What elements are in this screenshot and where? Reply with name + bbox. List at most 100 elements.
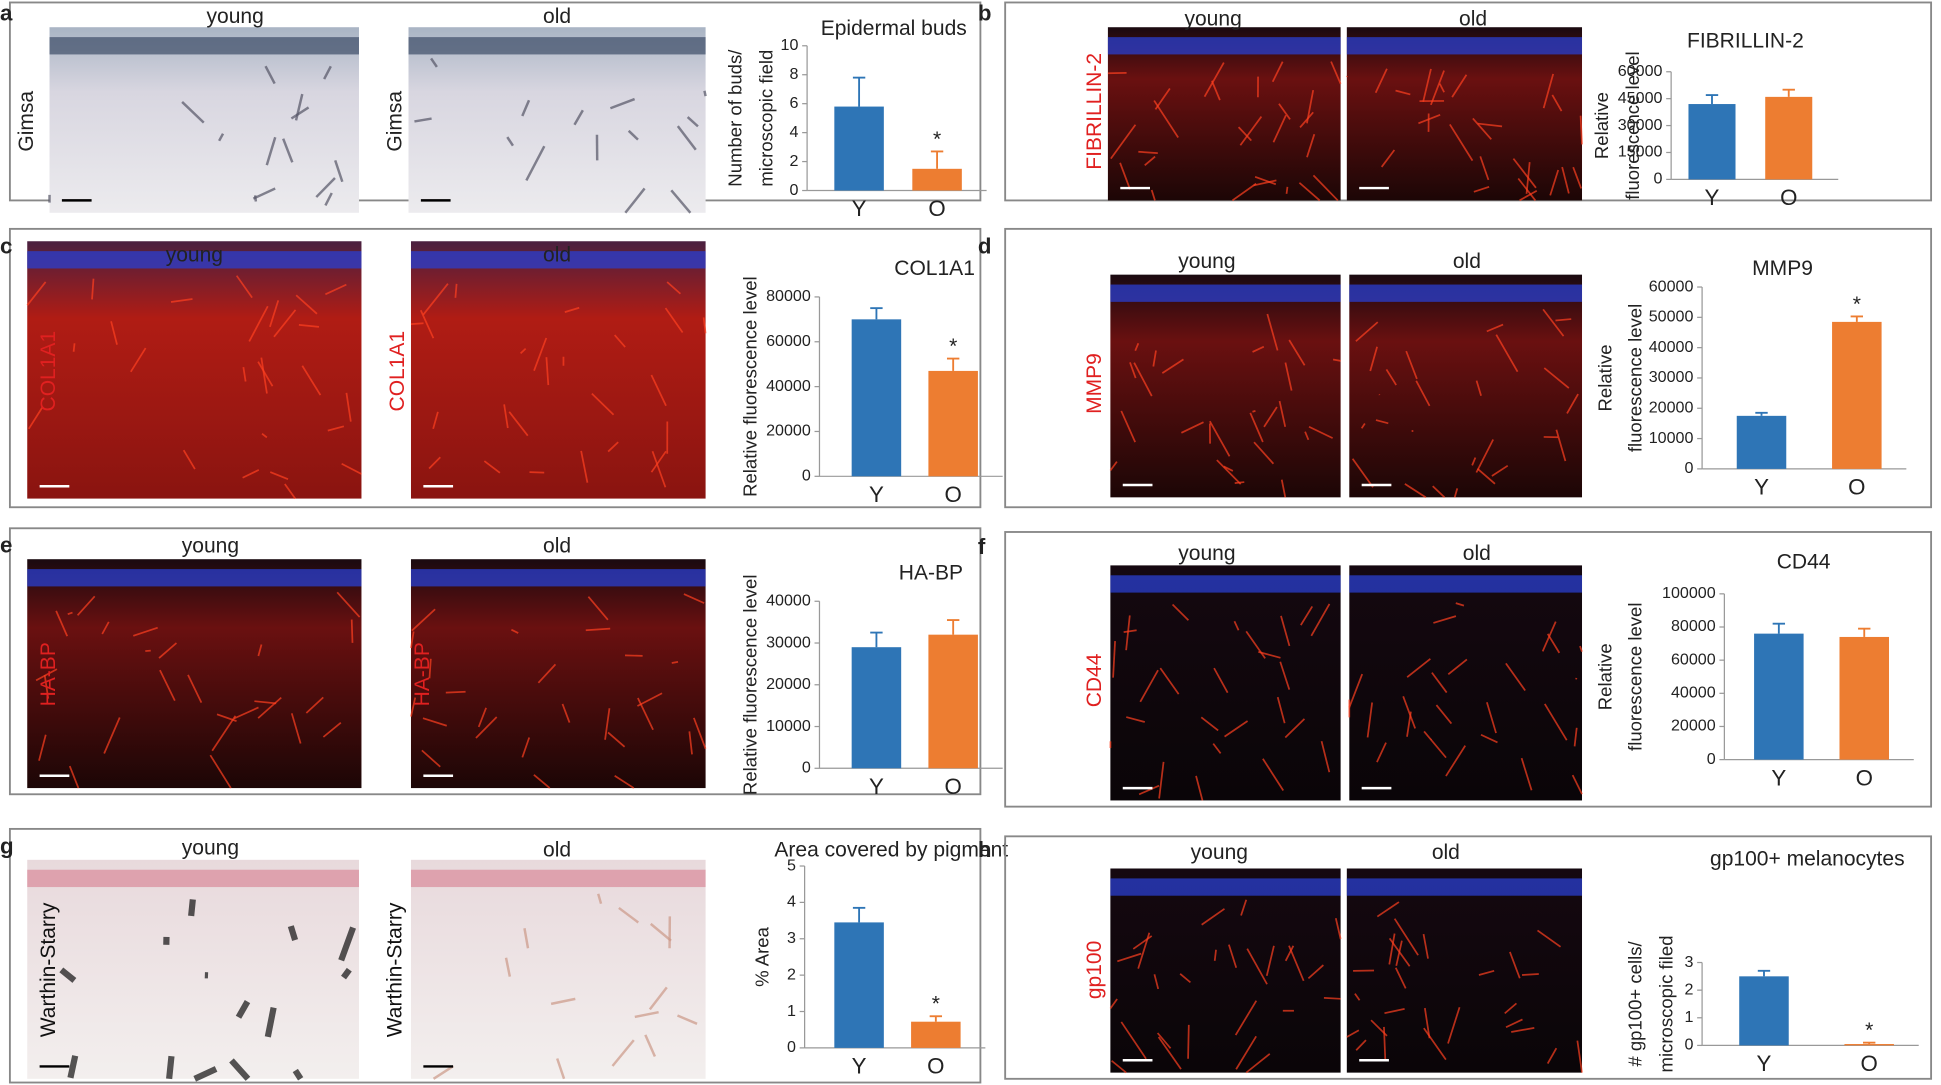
y-tick-label: 60000 [766, 332, 811, 350]
image-label: old [543, 839, 571, 862]
tissue-fiber [1486, 323, 1504, 333]
tissue-fiber [1475, 439, 1494, 473]
tissue-fiber [1423, 1027, 1447, 1061]
bar [911, 1021, 961, 1048]
tissue-fiber [1258, 651, 1281, 659]
micrograph [410, 241, 706, 499]
tissue-fiber [170, 298, 193, 303]
tissue-fiber [703, 90, 707, 97]
tissue-fiber [1332, 358, 1341, 362]
bar [928, 370, 978, 477]
tissue-fiber [1541, 621, 1557, 652]
tissue-fiber [564, 306, 580, 313]
tissue-fiber [235, 1000, 251, 1019]
tissue-fiber [651, 450, 667, 488]
tissue-fiber [1520, 757, 1533, 791]
tissue-fiber [1505, 1018, 1523, 1029]
y-axis-label: microscopic field [755, 50, 776, 187]
y-tick-label: 0 [802, 467, 811, 485]
tissue-fiber [211, 715, 237, 752]
micrograph [1110, 868, 1341, 1073]
panel: g young old Warthin-Starry Warthin-Starry Are… [0, 827, 1008, 1084]
tissue-fiber [1384, 1008, 1405, 1015]
chart-title: gp100+ melanocytes [1710, 847, 1905, 870]
tissue-fiber [1431, 672, 1448, 694]
tissue-fiber [1200, 716, 1219, 732]
bar [851, 319, 902, 477]
y-tick-label: 50000 [1649, 308, 1694, 326]
tissue-fiber [1263, 406, 1278, 428]
tissue-fiber [101, 621, 110, 635]
micrograph [49, 27, 359, 213]
tissue-fiber [1109, 461, 1118, 471]
tissue-fiber [686, 116, 699, 128]
micrograph [1349, 565, 1583, 801]
tissue-fiber [1299, 111, 1314, 128]
x-tick-label: O [1856, 765, 1873, 790]
tissue-fiber [1233, 620, 1240, 631]
tissue-fiber [1300, 606, 1314, 626]
tissue-fiber [1157, 1036, 1182, 1070]
tissue-fiber [1240, 899, 1248, 916]
tissue-fiber [550, 997, 576, 1006]
y-tick-label: 2 [789, 152, 798, 170]
tissue-fiber [702, 317, 707, 334]
tissue-fiber [1438, 83, 1445, 93]
tissue-fiber [410, 322, 424, 325]
tissue-fiber [1354, 993, 1361, 1001]
tissue-fiber [295, 294, 318, 315]
tissue-fiber [1285, 186, 1289, 194]
epidermis [1346, 878, 1583, 896]
stain-label: CD44 [1083, 653, 1106, 707]
tissue-fiber [1495, 334, 1519, 373]
tissue-fiber [676, 1014, 698, 1025]
image-label: old [543, 244, 571, 267]
stain-label: Gimsa [384, 91, 407, 152]
tissue-fiber [671, 661, 679, 664]
y-tick-label: 1 [1684, 1008, 1693, 1026]
tissue-fiber [1480, 733, 1498, 744]
tissue-fiber [561, 703, 571, 723]
y-tick-label: 4 [789, 123, 798, 141]
tissue-fiber [1415, 380, 1431, 407]
epidermis [410, 569, 706, 587]
panel-letter: h [978, 837, 992, 862]
tissue-fiber [1404, 483, 1427, 499]
tissue-fiber [68, 765, 80, 789]
stain-label: gp100 [1083, 941, 1106, 999]
tissue-fiber [91, 278, 95, 300]
tissue-fiber [1201, 908, 1225, 926]
micrograph [27, 859, 359, 1079]
epidermis [1110, 575, 1341, 593]
tissue-fiber [1549, 169, 1560, 196]
tissue-fiber [1477, 122, 1503, 128]
tissue-fiber [1159, 667, 1180, 695]
tissue-fiber [1473, 186, 1490, 193]
panel: a young old Gimsa Gimsa Epidermal buds Number … [0, 1, 987, 221]
y-axis-label: Relative [1595, 643, 1616, 710]
micrograph [1110, 274, 1341, 498]
chart-title: CD44 [1777, 550, 1831, 573]
stain-label: Gimsa [15, 91, 38, 152]
tissue-fiber [421, 749, 441, 768]
tissue-fiber [614, 334, 626, 348]
tissue-fiber [193, 1066, 218, 1082]
tissue-fiber [1280, 615, 1291, 647]
tissue-fiber [670, 189, 692, 214]
tissue-fiber [257, 361, 274, 387]
tissue-fiber [1308, 425, 1334, 439]
x-tick-label: O [945, 774, 962, 799]
tissue-fiber [35, 668, 58, 682]
y-tick-label: 30000 [1649, 368, 1694, 386]
chart-title: Area covered by pigment [774, 839, 1008, 862]
chart-title: COL1A1 [894, 257, 975, 280]
y-tick-label: 5 [787, 856, 796, 874]
tissue-fiber [1375, 419, 1389, 425]
tissue-fiber [648, 986, 668, 1011]
panel-letter: d [978, 233, 992, 258]
tissue-fiber [1288, 339, 1306, 366]
tissue-fiber [43, 674, 50, 699]
tissue-fiber [1245, 630, 1266, 659]
tissue-fiber [261, 433, 268, 439]
tissue-fiber [1447, 1007, 1461, 1044]
